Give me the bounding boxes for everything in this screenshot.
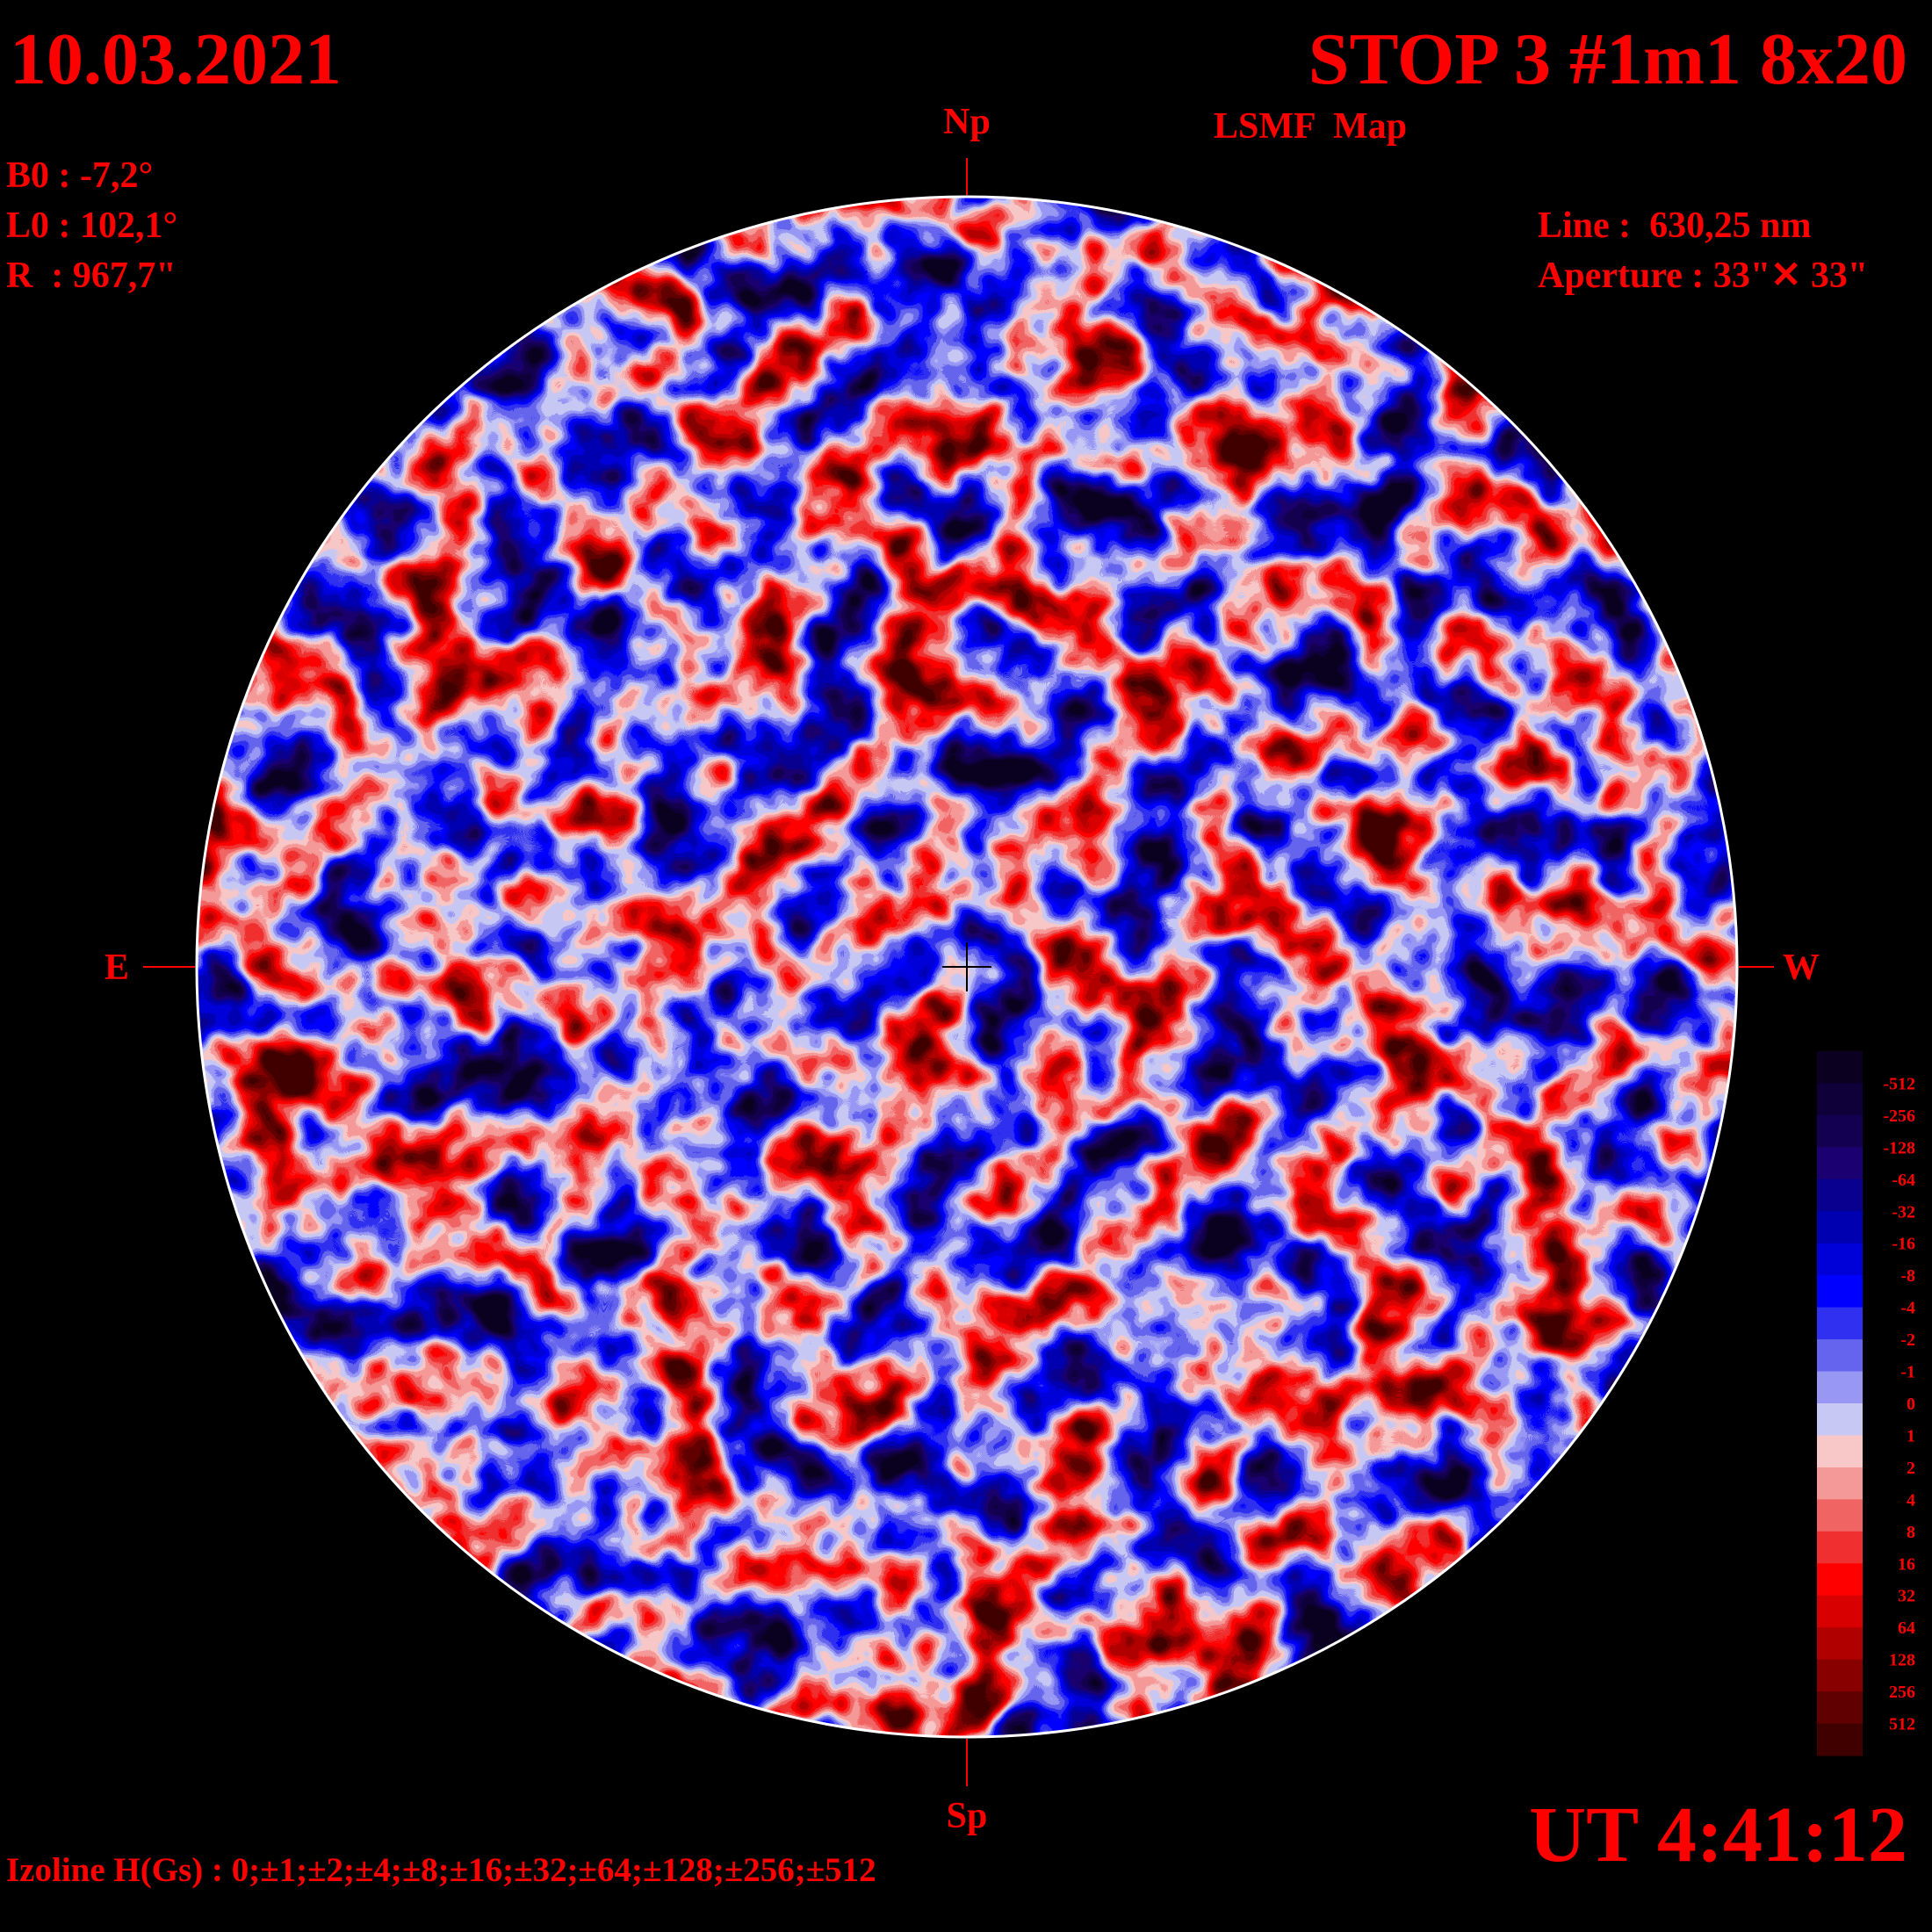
colorbar-swatch (1817, 1114, 1863, 1148)
colorbar-label: 16 (1898, 1554, 1915, 1574)
west-label: W (1783, 948, 1820, 988)
colorbar-label: -16 (1892, 1235, 1915, 1254)
colorbar-label: 0 (1907, 1395, 1915, 1414)
radius: R : 967,7" (6, 256, 177, 296)
colorbar-swatch (1817, 1147, 1863, 1180)
colorbar-label: 4 (1907, 1490, 1915, 1510)
colorbar-label: 64 (1898, 1618, 1915, 1638)
colorbar-label: 2 (1907, 1459, 1915, 1478)
colorbar-swatch (1817, 1243, 1863, 1276)
colorbar-swatch (1817, 1595, 1863, 1628)
colorbar-swatch (1817, 1627, 1863, 1661)
b0: B0 : -7,2° (6, 155, 153, 196)
colorbar-label: 256 (1889, 1683, 1915, 1702)
colorbar-swatch (1817, 1339, 1863, 1373)
colorbar-swatch (1817, 1499, 1863, 1532)
colorbar-swatch (1817, 1083, 1863, 1116)
colorbar-label: 128 (1889, 1651, 1915, 1670)
colorbar-swatch (1817, 1403, 1863, 1436)
colorbar-label: -128 (1883, 1138, 1915, 1157)
colorbar-swatch (1817, 1371, 1863, 1404)
colorbar-swatch (1817, 1659, 1863, 1692)
colorbar-swatch (1817, 1435, 1863, 1468)
colorbar-swatch (1817, 1307, 1863, 1340)
colorbar-label: -8 (1900, 1266, 1915, 1286)
colorbar-swatch (1817, 1723, 1863, 1756)
colorbar-label: -32 (1892, 1202, 1915, 1222)
colorbar-swatch (1817, 1051, 1863, 1084)
date: 10.03.2021 (10, 18, 342, 100)
colorbar-label: -2 (1900, 1330, 1915, 1350)
line-info: Line : 630,25 nm (1538, 205, 1812, 246)
l0: L0 : 102,1° (6, 205, 177, 246)
colorbar-label: -1 (1900, 1363, 1915, 1382)
colorbar-swatch (1817, 1691, 1863, 1725)
colorbar-label: -4 (1900, 1299, 1915, 1318)
colorbar-swatch (1817, 1275, 1863, 1308)
isolines: Izoline H(Gs) : 0;±1;±2;±4;±8;±16;±32;±6… (6, 1851, 876, 1889)
colorbar-swatch (1817, 1563, 1863, 1597)
north-label: Np (943, 102, 991, 142)
east-label: E (105, 948, 129, 988)
colorbar-swatch (1817, 1179, 1863, 1212)
subtitle: LSMF Map (1214, 106, 1407, 147)
colorbar-swatch (1817, 1531, 1863, 1564)
south-label: Sp (947, 1796, 988, 1836)
colorbar-label: -256 (1883, 1107, 1915, 1126)
colorbar-swatch (1817, 1211, 1863, 1244)
title: STOP 3 #1m1 8x20 (1308, 18, 1907, 100)
colorbar: -512 -256 -128 -64 -32 -16 -8 -4 -2 -1 0 1 2 4 8 16 32 64… (1817, 1051, 1915, 1756)
colorbar-label: 32 (1898, 1587, 1915, 1606)
colorbar-label: -64 (1892, 1171, 1915, 1190)
colorbar-label: 8 (1907, 1523, 1915, 1542)
colorbar-label: 512 (1889, 1715, 1915, 1734)
aperture-info: Aperture : 33"✕ 33" (1538, 256, 1868, 296)
colorbar-label: 1 (1907, 1426, 1915, 1445)
time: UT 4:41:12 (1529, 1791, 1907, 1878)
disk-limb (195, 195, 1739, 1739)
colorbar-label: -512 (1883, 1074, 1915, 1093)
colorbar-swatch (1817, 1467, 1863, 1500)
